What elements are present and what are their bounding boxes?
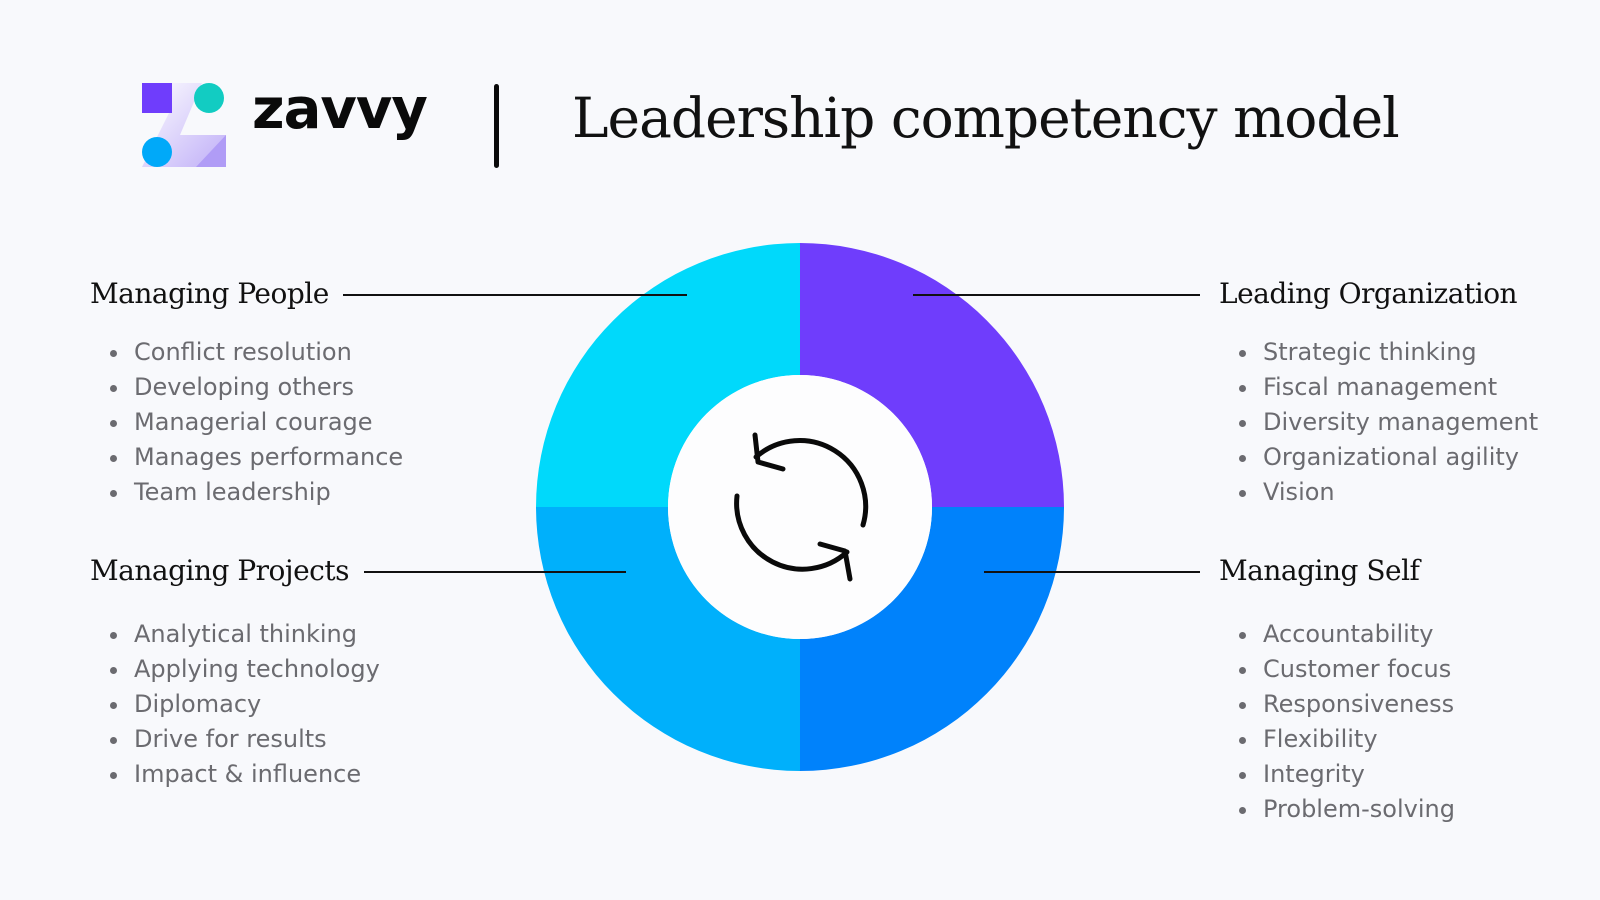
category-title-leading-organization: Leading Organization xyxy=(1219,277,1518,310)
list-item: Managerial courage xyxy=(107,405,403,440)
list-item: Responsiveness xyxy=(1236,687,1455,722)
list-item: Organizational agility xyxy=(1236,440,1538,475)
list-item: Conflict resolution xyxy=(107,335,403,370)
list-item: Problem-solving xyxy=(1236,792,1455,827)
category-title-managing-self: Managing Self xyxy=(1219,554,1420,587)
list-item: Diplomacy xyxy=(107,687,380,722)
category-title-managing-projects: Managing Projects xyxy=(90,554,349,587)
list-item: Strategic thinking xyxy=(1236,335,1538,370)
connector-line-leading-organization xyxy=(913,294,1200,296)
brand-name: zavvy xyxy=(252,77,428,142)
list-managing-projects: Analytical thinking Applying technology … xyxy=(107,617,380,792)
list-item: Applying technology xyxy=(107,652,380,687)
connector-line-managing-projects xyxy=(364,571,626,573)
segment-leading-organization xyxy=(800,243,1064,507)
header-divider xyxy=(494,84,499,168)
list-managing-people: Conflict resolution Developing others Ma… xyxy=(107,335,403,510)
list-item: Impact & influence xyxy=(107,757,380,792)
connector-line-managing-self xyxy=(984,571,1200,573)
refresh-cycle-icon xyxy=(734,432,869,582)
list-item: Vision xyxy=(1236,475,1538,510)
list-item: Drive for results xyxy=(107,722,380,757)
list-managing-self: Accountability Customer focus Responsive… xyxy=(1236,617,1455,827)
list-item: Integrity xyxy=(1236,757,1455,792)
connector-line-managing-people xyxy=(343,294,687,296)
list-item: Flexibility xyxy=(1236,722,1455,757)
list-item: Accountability xyxy=(1236,617,1455,652)
list-item: Manages performance xyxy=(107,440,403,475)
page-title: Leadership competency model xyxy=(572,86,1400,150)
category-title-managing-people: Managing People xyxy=(90,277,329,310)
list-item: Developing others xyxy=(107,370,403,405)
list-item: Fiscal management xyxy=(1236,370,1538,405)
list-leading-organization: Strategic thinking Fiscal management Div… xyxy=(1236,335,1538,510)
list-item: Team leadership xyxy=(107,475,403,510)
competency-ring xyxy=(536,243,1064,771)
list-item: Diversity management xyxy=(1236,405,1538,440)
segment-managing-projects xyxy=(536,507,800,771)
segment-managing-people xyxy=(536,243,800,507)
segment-managing-self xyxy=(800,507,1064,771)
list-item: Customer focus xyxy=(1236,652,1455,687)
list-item: Analytical thinking xyxy=(107,617,380,652)
zavvy-logo-icon xyxy=(142,83,226,167)
